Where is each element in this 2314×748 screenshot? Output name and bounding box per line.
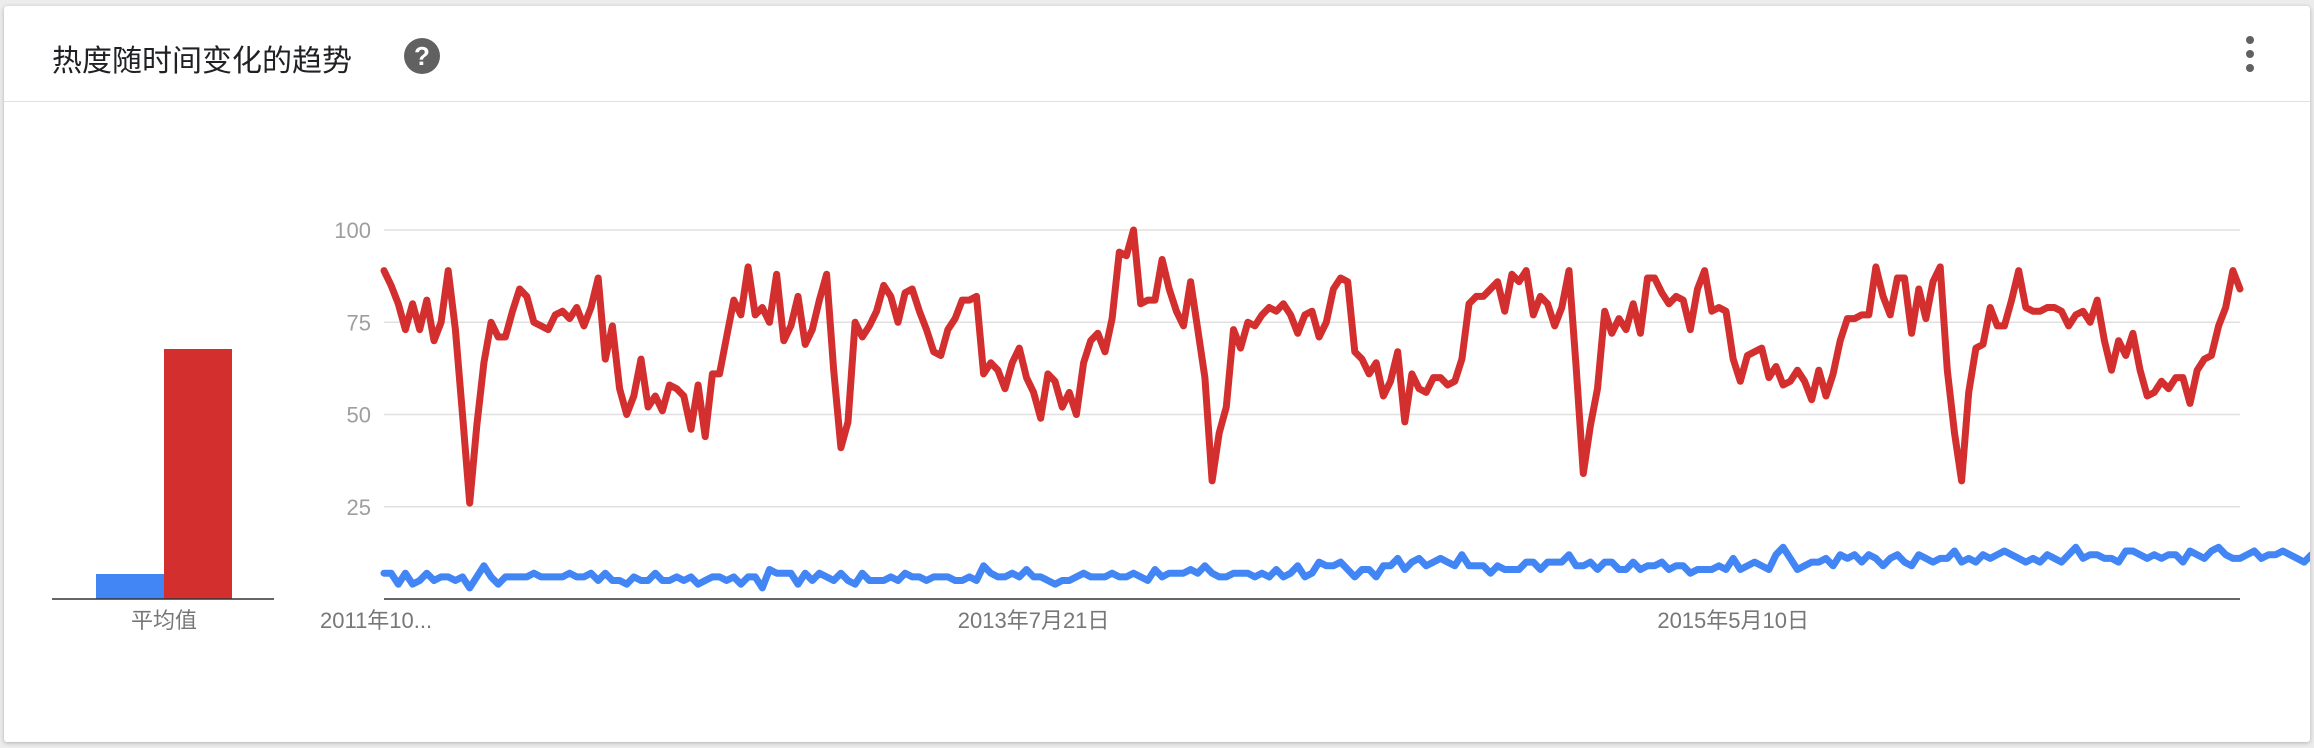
series-line-0 xyxy=(380,226,2244,507)
card-title: 热度随时间变化的趋势 xyxy=(52,44,352,79)
more-vertical-icon[interactable] xyxy=(2238,36,2262,76)
y-tick-label: 100 xyxy=(334,218,371,243)
x-tick-label: 2013年7月21日 xyxy=(958,608,1110,633)
y-tick-label: 25 xyxy=(347,495,371,520)
card-header: 热度随时间变化的趋势 ? xyxy=(4,6,2310,102)
average-label: 平均值 xyxy=(131,608,197,633)
trend-card: 热度随时间变化的趋势 ? 平均值 25 50 75 100 2011年10... 2013年… xyxy=(4,6,2310,742)
y-tick-label: 50 xyxy=(347,403,371,428)
y-tick-label: 75 xyxy=(347,310,371,335)
help-circle-icon[interactable]: ? xyxy=(404,38,440,74)
x-tick-label: 2015年5月10日 xyxy=(1657,608,1809,633)
average-bar-1 xyxy=(164,349,232,599)
average-bar-0 xyxy=(96,574,164,599)
x-tick-label: 2011年10... xyxy=(320,608,432,633)
series-line-1 xyxy=(380,543,2310,592)
trend-chart: 平均值 25 50 75 100 2011年10... 2013年7月21日 2015年5月1… xyxy=(52,218,2310,633)
